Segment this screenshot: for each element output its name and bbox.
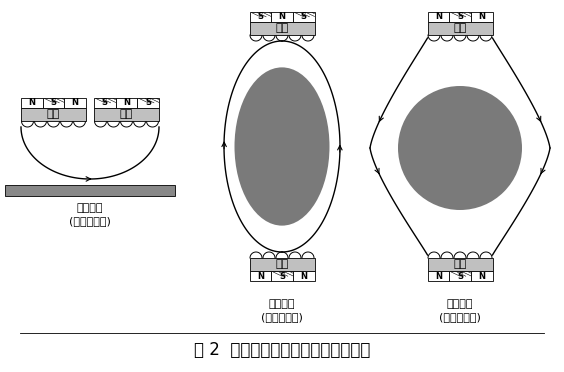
Text: N: N (478, 12, 485, 21)
Text: N: N (72, 98, 78, 107)
Bar (21, 108, 86, 121)
Text: S: S (301, 12, 307, 21)
Bar (428, 22, 492, 35)
Text: S: S (145, 98, 151, 107)
Circle shape (398, 86, 522, 210)
Text: S: S (457, 12, 463, 21)
Bar (293, 271, 315, 281)
Text: (磁场闭合性): (磁场闭合性) (261, 312, 303, 322)
Bar (116, 97, 137, 108)
Text: N: N (300, 272, 307, 281)
Text: N: N (478, 272, 485, 281)
Bar (137, 97, 159, 108)
Text: N: N (435, 12, 442, 21)
Text: 靶材: 靶材 (47, 109, 60, 119)
Text: 垂直对靶: 垂直对靶 (269, 299, 295, 309)
Text: 靶材: 靶材 (453, 23, 466, 33)
Text: S: S (51, 98, 56, 107)
Bar (249, 22, 315, 35)
Text: S: S (279, 272, 285, 281)
Ellipse shape (235, 67, 329, 226)
Text: 靶材: 靶材 (120, 109, 133, 119)
Text: 靶材: 靶材 (275, 23, 289, 33)
Bar (449, 271, 471, 281)
Bar (428, 12, 449, 22)
Bar (271, 271, 293, 281)
Bar (94, 97, 116, 108)
Bar (94, 108, 159, 121)
Bar (249, 258, 315, 271)
Text: N: N (435, 272, 442, 281)
Text: 靶材: 靶材 (453, 260, 466, 269)
Text: 图 2  双靶非平衡磁控溅射结构示意图: 图 2 双靶非平衡磁控溅射结构示意图 (194, 341, 370, 359)
Text: 垂直对靶: 垂直对靶 (447, 299, 473, 309)
Bar (249, 271, 271, 281)
Text: S: S (457, 272, 463, 281)
Text: N: N (279, 12, 285, 21)
Bar (21, 97, 43, 108)
Bar (471, 12, 492, 22)
Text: (磁场闭合性): (磁场闭合性) (69, 216, 111, 226)
Text: (镜面磁场性): (镜面磁场性) (439, 312, 481, 322)
Bar (5, 185, 175, 196)
Text: S: S (257, 12, 263, 21)
Bar (271, 12, 293, 22)
Bar (249, 12, 271, 22)
Text: 平行对靶: 平行对靶 (77, 203, 103, 213)
Text: N: N (123, 98, 130, 107)
Text: N: N (28, 98, 36, 107)
Bar (428, 258, 492, 271)
Text: S: S (102, 98, 108, 107)
Bar (293, 12, 315, 22)
Bar (471, 271, 492, 281)
Bar (64, 97, 86, 108)
Bar (43, 97, 64, 108)
Text: N: N (257, 272, 264, 281)
Bar (428, 271, 449, 281)
Text: 靶材: 靶材 (275, 260, 289, 269)
Bar (449, 12, 471, 22)
